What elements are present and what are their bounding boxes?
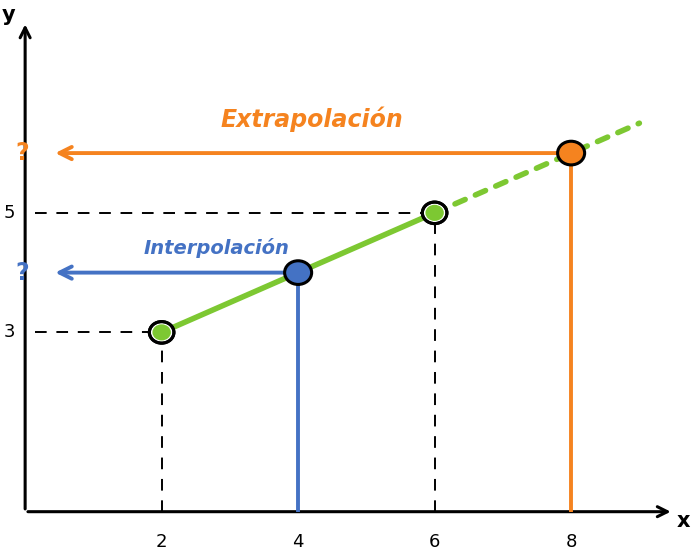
Text: ?: ? <box>15 261 28 285</box>
Text: 8: 8 <box>566 533 577 550</box>
Circle shape <box>425 205 444 221</box>
Circle shape <box>153 325 171 341</box>
Circle shape <box>557 141 584 165</box>
Text: Interpolación: Interpolación <box>143 238 289 258</box>
Text: y: y <box>1 4 15 24</box>
Text: 5: 5 <box>3 204 15 222</box>
Text: ?: ? <box>15 141 28 165</box>
Text: Extrapolación: Extrapolación <box>221 107 403 132</box>
Text: 4: 4 <box>292 533 304 550</box>
Text: x: x <box>677 511 691 530</box>
Text: 3: 3 <box>3 323 15 341</box>
Text: 2: 2 <box>156 533 167 550</box>
Circle shape <box>149 322 174 343</box>
Text: 6: 6 <box>429 533 440 550</box>
Circle shape <box>285 261 312 284</box>
Circle shape <box>423 202 447 224</box>
